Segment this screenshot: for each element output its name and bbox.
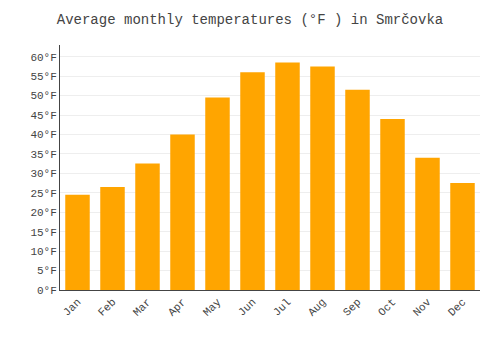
svg-text:50°F: 50°F bbox=[30, 90, 56, 102]
svg-text:Dec: Dec bbox=[446, 296, 468, 318]
svg-text:20°F: 20°F bbox=[30, 207, 56, 219]
svg-text:Oct: Oct bbox=[376, 296, 398, 318]
svg-text:25°F: 25°F bbox=[30, 188, 56, 200]
svg-text:40°F: 40°F bbox=[30, 129, 56, 141]
svg-text:5°F: 5°F bbox=[37, 265, 57, 277]
svg-text:60°F: 60°F bbox=[30, 52, 56, 64]
svg-text:35°F: 35°F bbox=[30, 149, 56, 161]
svg-text:15°F: 15°F bbox=[30, 227, 56, 239]
svg-text:55°F: 55°F bbox=[30, 71, 56, 83]
svg-text:Aug: Aug bbox=[306, 296, 328, 318]
svg-text:Nov: Nov bbox=[411, 296, 434, 319]
svg-text:0°F: 0°F bbox=[37, 285, 57, 297]
svg-text:Sep: Sep bbox=[341, 296, 363, 318]
svg-text:45°F: 45°F bbox=[30, 110, 56, 122]
svg-text:Jun: Jun bbox=[236, 296, 258, 318]
svg-text:Mar: Mar bbox=[131, 296, 153, 318]
svg-text:Jan: Jan bbox=[61, 296, 83, 318]
svg-text:Jul: Jul bbox=[271, 296, 293, 318]
svg-text:30°F: 30°F bbox=[30, 168, 56, 180]
svg-text:Apr: Apr bbox=[166, 296, 188, 318]
svg-text:Average monthly temperatures (: Average monthly temperatures (°F ) in Sm… bbox=[57, 12, 443, 28]
svg-text:10°F: 10°F bbox=[30, 246, 56, 258]
svg-text:Feb: Feb bbox=[96, 296, 118, 318]
svg-text:May: May bbox=[201, 296, 224, 319]
